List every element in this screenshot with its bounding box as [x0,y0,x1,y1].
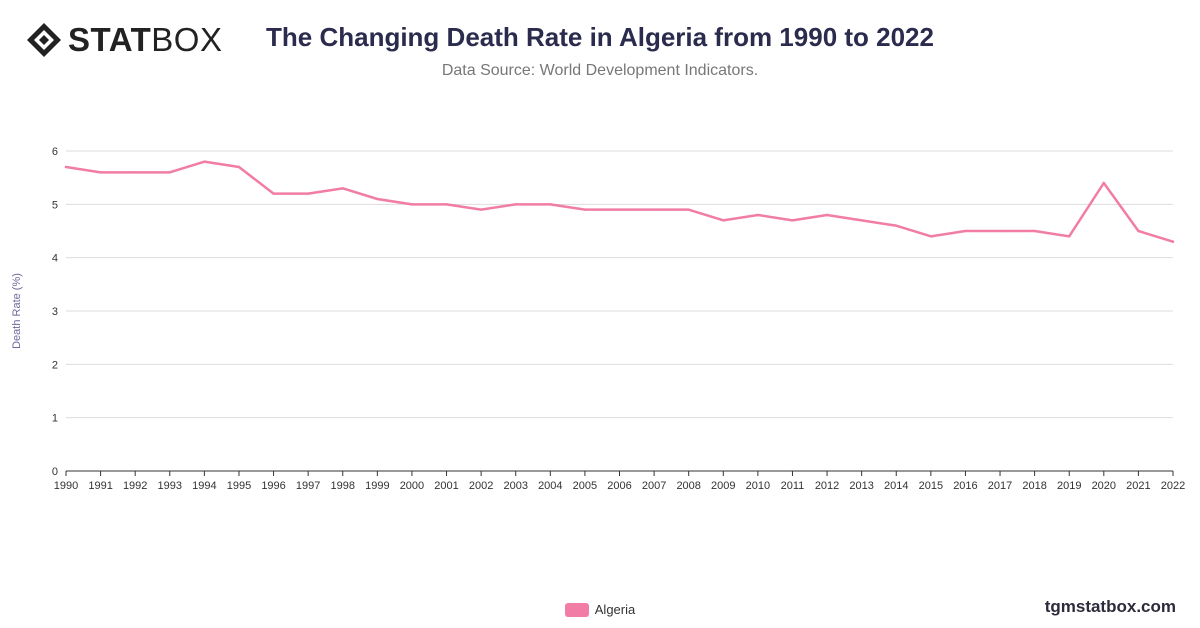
data-point [998,229,1002,233]
x-tick-label: 2021 [1126,480,1150,492]
statbox-logo-icon [27,23,61,57]
x-tick-label: 2011 [781,480,805,492]
data-point [756,213,760,217]
data-point [895,224,898,227]
x-tick-label: 1992 [123,480,147,492]
x-tick-label: 1990 [54,480,78,492]
y-tick-label: 5 [52,199,58,211]
x-tick-label: 1998 [331,480,355,492]
data-point [618,208,621,211]
chart-title: The Changing Death Rate in Algeria from … [266,22,934,52]
data-point [306,192,310,195]
data-point [479,208,483,211]
x-tick-label: 2008 [676,480,700,492]
x-tick-label: 2010 [746,480,770,492]
x-tick-label: 2012 [815,480,839,492]
data-point [583,208,587,211]
statbox-logo: STATBOX [26,22,222,58]
x-tick-label: 2016 [953,480,977,492]
y-tick-label: 4 [52,253,58,265]
x-tick-label: 2018 [1022,480,1046,492]
chart-subtitle: Data Source: World Development Indicator… [441,62,759,79]
data-point [237,165,241,169]
x-tick-label: 1999 [365,480,389,492]
y-tick-label: 1 [52,413,58,425]
x-tick-label: 2004 [538,480,562,492]
x-tick-label: 2015 [919,480,943,492]
data-point [549,203,552,206]
data-point [514,203,517,206]
data-point [99,171,102,174]
data-point [1033,229,1036,233]
logo-text-light: BOX [151,21,223,58]
data-point [687,208,690,211]
data-point [964,229,967,233]
x-tick-label: 2014 [884,480,908,492]
data-point [652,208,656,211]
data-point [203,160,206,163]
data-point [791,219,794,222]
data-point [410,203,414,206]
x-tick-label: 2006 [607,480,631,492]
x-tick-label: 2005 [573,480,597,492]
x-tick-label: 2013 [849,480,873,492]
x-tick-label: 2002 [469,480,493,492]
x-tick-label: 1994 [192,480,216,492]
logo-wordmark: STATBOX [68,22,222,58]
x-tick-label: 2001 [434,480,458,492]
x-tick-label: 2009 [711,480,735,492]
data-point [1102,181,1106,185]
data-point [133,171,137,174]
y-tick-label: 3 [52,306,58,318]
x-tick-label: 2007 [642,480,666,492]
x-tick-label: 2019 [1057,480,1081,492]
data-point [1068,235,1071,238]
logo-text-bold: STAT [68,21,152,58]
legend-swatch-algeria [564,602,589,617]
x-tick-label: 1997 [296,480,320,492]
x-tick-label: 2017 [988,480,1012,492]
x-tick-label: 2003 [503,480,527,492]
y-tick-label: 6 [52,146,58,158]
data-point [445,203,448,206]
data-point [64,165,68,169]
data-point [168,171,171,174]
data-point [341,187,344,190]
data-point [1137,229,1140,233]
legend-label-algeria: Algeria [594,602,636,617]
y-tick-label: 2 [52,359,58,371]
y-axis-label: Death Rate (%) [11,273,23,349]
x-tick-label: 2020 [1092,480,1116,492]
data-point [825,213,829,217]
data-point [1171,240,1175,243]
chart-legend[interactable]: Algeria [0,602,1200,617]
data-point [860,219,863,222]
data-point [272,192,275,195]
data-point [929,235,933,238]
footer-site: tgmstatbox.com [1044,597,1176,616]
x-tick-label: 2022 [1161,480,1185,492]
x-tick-label: 1993 [158,480,182,492]
y-tick-label: 0 [52,466,58,478]
series-line-algeria [64,160,1175,243]
x-tick-label: 1996 [261,480,285,492]
x-tick-label: 2000 [400,480,424,492]
x-tick-label: 1995 [227,480,251,492]
data-point [722,219,725,222]
data-point [376,197,379,201]
x-tick-label: 1991 [88,480,112,492]
